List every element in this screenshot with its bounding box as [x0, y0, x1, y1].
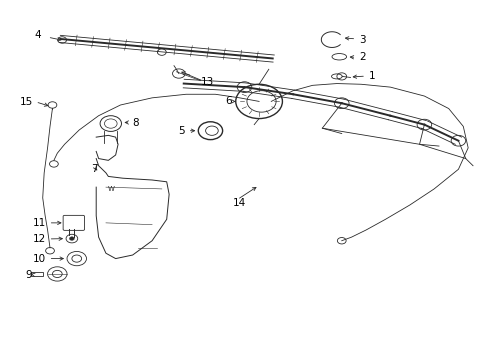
Text: 6: 6: [225, 96, 232, 107]
Text: 5: 5: [178, 126, 185, 136]
Text: 14: 14: [233, 198, 246, 208]
Text: 13: 13: [201, 77, 214, 87]
Text: 2: 2: [358, 53, 365, 63]
Text: 11: 11: [33, 218, 46, 228]
Text: W: W: [107, 186, 114, 192]
Text: 4: 4: [35, 30, 41, 40]
Text: 8: 8: [132, 118, 139, 128]
Text: 7: 7: [91, 164, 98, 174]
Text: 10: 10: [33, 253, 46, 264]
Text: 3: 3: [358, 35, 365, 45]
Bar: [30, 272, 42, 276]
Text: 1: 1: [368, 71, 374, 81]
Text: 15: 15: [20, 98, 33, 108]
Text: 12: 12: [33, 234, 46, 244]
Circle shape: [69, 237, 74, 240]
Text: 9: 9: [25, 270, 31, 280]
